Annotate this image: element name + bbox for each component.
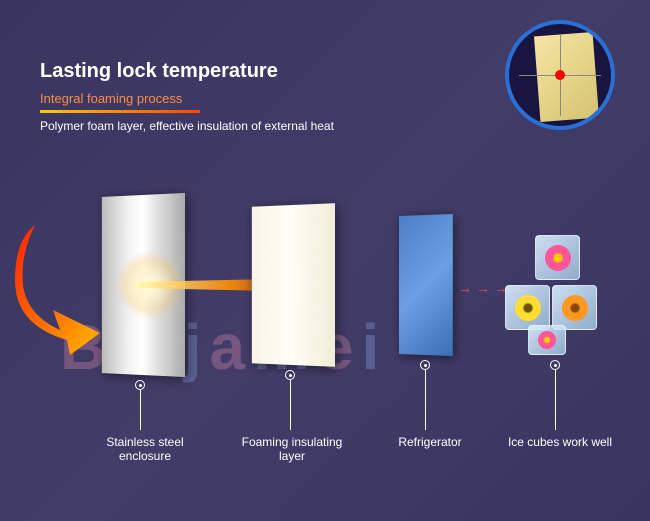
pointer-line [555, 370, 556, 430]
target-dot-icon [555, 70, 565, 80]
ice-cube [505, 285, 550, 330]
foam-sample-badge [505, 20, 615, 130]
pointer-line [290, 380, 291, 430]
flower-icon [562, 295, 588, 321]
label-steel: Stainless steel enclosure [85, 435, 205, 463]
refrigerator-panel [399, 214, 453, 356]
pointer-dot-icon [285, 370, 295, 380]
flower-icon [515, 295, 541, 321]
label-fridge: Refrigerator [370, 435, 490, 449]
description-text: Polymer foam layer, effective insulation… [40, 119, 460, 133]
heat-arrow-icon [15, 215, 105, 355]
flower-icon [545, 245, 571, 271]
ice-cubes-group [500, 235, 620, 355]
label-foam: Foaming insulating layer [232, 435, 352, 463]
flower-icon [538, 331, 556, 349]
ice-cube [535, 235, 580, 280]
subtitle-underline [40, 110, 200, 113]
ice-cube [552, 285, 597, 330]
foam-texture [534, 32, 599, 122]
subtitle: Integral foaming process [40, 91, 460, 106]
arrow-right-icon: → [458, 280, 472, 296]
label-ice: Ice cubes work well [500, 435, 620, 449]
pointer-line [425, 370, 426, 430]
insulation-diagram: → → → → [0, 195, 650, 445]
pointer-line [140, 390, 141, 430]
pointer-dot-icon [135, 380, 145, 390]
main-title: Lasting lock temperature [40, 60, 460, 83]
ice-cube [528, 325, 566, 355]
foam-panel [252, 203, 335, 367]
header-block: Lasting lock temperature Integral foamin… [40, 60, 460, 133]
pointer-dot-icon [420, 360, 430, 370]
arrow-right-icon: → [476, 280, 490, 296]
pointer-dot-icon [550, 360, 560, 370]
